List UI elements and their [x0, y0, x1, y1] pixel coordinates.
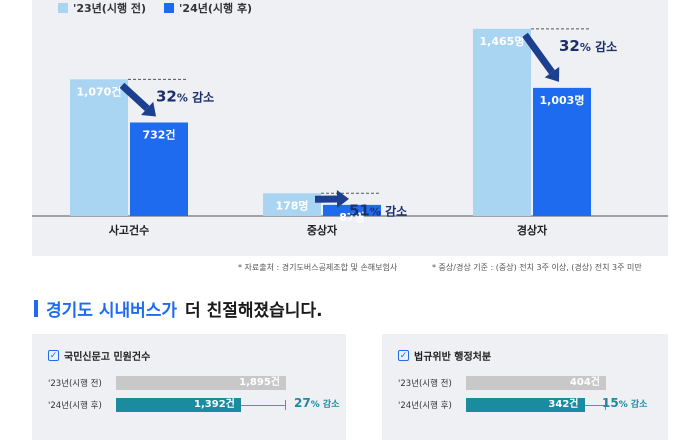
complaints-bar-2023: 1,895건	[116, 376, 286, 390]
complaints-row-2024: '24년(시행 후) 1,392건	[48, 398, 286, 412]
bar-label-2024-accidents: 732건	[142, 127, 175, 141]
bar-2024-serious-injuries	[323, 204, 381, 216]
arrow-head-icon	[544, 66, 560, 82]
legend-label-2024: '24년(시행 후)	[179, 2, 253, 15]
complaints-row-2023: '23년(시행 전) 1,895건	[48, 376, 286, 390]
legend-item-2024: '24년(시행 후)	[164, 0, 252, 16]
criteria-note: * 중상/경상 기준 : (중상) 전치 3주 이상, (경상) 전치 3주 미…	[432, 263, 642, 272]
bar-2024-accidents	[130, 122, 188, 216]
violations-row-2023: '23년(시행 전) 404건	[398, 376, 606, 390]
complaints-card-header: ✓ 국민신문고 민원건수	[48, 348, 150, 363]
section-title-rest: 더 친절해졌습니다.	[185, 301, 323, 321]
bar-label-2024-minor-injuries: 1,003명	[540, 93, 585, 107]
chart-legend: '23년(시행 전) '24년(시행 후)	[58, 0, 252, 16]
reduction-label-minor-injuries: 32% 감소	[559, 37, 617, 55]
violations-track-2024: 342건	[466, 398, 606, 412]
violations-bar-2024: 342건	[466, 398, 585, 412]
arrow-head-icon	[141, 101, 156, 117]
category-label-serious-injuries: 중상자	[307, 223, 338, 237]
bar-2023-serious-injuries	[263, 193, 321, 216]
complaints-title: 국민신문고 민원건수	[64, 352, 151, 363]
complaints-reduction-line	[240, 405, 286, 406]
violations-reduction: 15% 감소	[602, 396, 648, 410]
title-marker	[34, 300, 38, 317]
complaints-row-label-2023: '23년(시행 전)	[48, 379, 102, 389]
violations-reduction-line	[584, 405, 606, 406]
violations-card: ✓ 법규위반 행정처분 '23년(시행 전) 404건 '24년(시행 후) 3…	[382, 334, 668, 440]
checkbox-icon: ✓	[48, 350, 59, 361]
down-arrow-icon	[522, 32, 555, 75]
legend-swatch-2023	[58, 3, 68, 13]
legend-item-2023: '23년(시행 전)	[58, 0, 146, 16]
bar-label-2023-minor-injuries: 1,465명	[480, 34, 525, 48]
complaints-reduction-tick	[285, 400, 286, 410]
bar-2023-accidents	[70, 79, 128, 216]
checkbox-icon: ✓	[398, 350, 409, 361]
complaints-row-label-2024: '24년(시행 후)	[48, 401, 102, 411]
source-note: * 자료출처 : 경기도버스공제조합 및 손해보험사	[238, 263, 398, 272]
category-label-minor-injuries: 경상자	[517, 223, 548, 237]
bar-2024-minor-injuries	[533, 87, 591, 216]
reduction-label-serious-injuries: 51% 감소	[349, 201, 407, 219]
complaints-card: ✓ 국민신문고 민원건수 '23년(시행 전) 1,895건 '24년(시행 후…	[32, 334, 346, 440]
legend-swatch-2024	[164, 3, 175, 13]
bar-label-2023-serious-injuries: 178명	[275, 198, 308, 212]
complaints-bar-2024: 1,392건	[116, 398, 241, 412]
bar-label-2024-serious-injuries: 87명	[339, 210, 364, 224]
down-arrow-icon	[119, 82, 150, 111]
section-title-accent: 경기도 시내버스가	[46, 301, 178, 321]
complaints-reduction: 27% 감소	[294, 396, 340, 410]
legend-label-2023: '23년(시행 전)	[73, 2, 147, 15]
violations-row-2024: '24년(시행 후) 342건	[398, 398, 606, 412]
bar-2023-minor-injuries	[473, 28, 531, 217]
violations-bar-2023: 404건	[466, 376, 606, 390]
violations-reduction-tick	[605, 400, 606, 410]
complaints-track-2023: 1,895건	[116, 376, 286, 390]
violations-card-header: ✓ 법규위반 행정처분	[398, 348, 491, 363]
violations-title: 법규위반 행정처분	[414, 352, 492, 363]
bar-label-2023-accidents: 1,070건	[77, 84, 122, 98]
section-title: 경기도 시내버스가 더 친절해졌습니다.	[34, 296, 323, 321]
category-label-accidents: 사고건수	[109, 223, 149, 237]
violations-track-2023: 404건	[466, 376, 606, 390]
violations-row-label-2023: '23년(시행 전)	[398, 379, 452, 389]
complaints-track-2024: 1,392건	[116, 398, 286, 412]
reduction-label-accidents: 32% 감소	[156, 87, 214, 105]
violations-row-label-2024: '24년(시행 후)	[398, 401, 452, 411]
arrow-head-icon	[336, 190, 349, 209]
